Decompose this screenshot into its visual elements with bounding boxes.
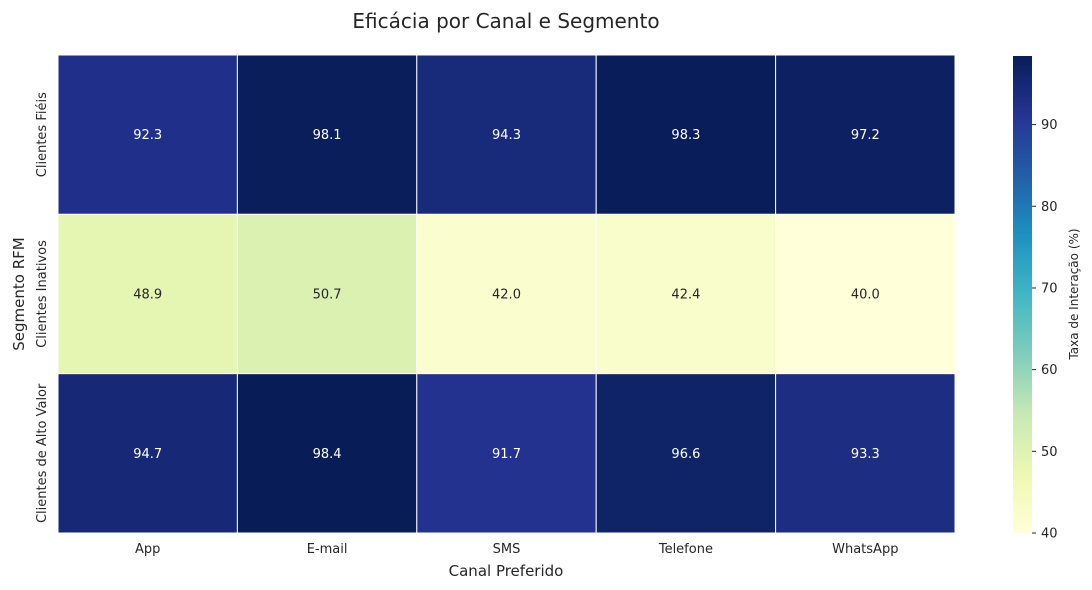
cell-value-label: 50.7	[313, 288, 342, 303]
heatmap-cell	[775, 373, 956, 534]
heatmap-cell	[236, 213, 418, 375]
chart-title: Eficácia por Canal e Segmento	[352, 9, 659, 33]
x-tick-label: App	[135, 542, 160, 557]
y-tick-label: Clientes Fiéis	[35, 92, 50, 177]
x-tick-label: WhatsApp	[832, 542, 898, 557]
heatmap-cell	[416, 213, 597, 375]
cell-value-label: 42.4	[671, 288, 700, 303]
cell-value-label: 96.6	[671, 447, 700, 462]
y-tick-label: Clientes Inativos	[35, 240, 50, 348]
heatmap-cell	[236, 373, 418, 534]
heatmap-cell	[775, 213, 956, 375]
x-axis-label: Canal Preferido	[449, 562, 564, 580]
colorbar-tick-label: 80	[1041, 200, 1058, 215]
cell-value-label: 97.2	[851, 128, 880, 143]
heatmap-cell	[416, 373, 597, 534]
x-tick-labels: App E-mail SMS Telefone WhatsApp	[135, 542, 898, 557]
heatmap-cell	[595, 373, 777, 534]
cell-value-label: 48.9	[133, 288, 162, 303]
colorbar: 40 50 60 70 80 90 Taxa de Interação (%)	[1013, 56, 1081, 542]
cell-value-label: 98.4	[313, 447, 342, 462]
colorbar-tick-label: 40	[1041, 527, 1058, 542]
heatmap-cell	[57, 213, 238, 375]
colorbar-gradient	[1013, 56, 1032, 533]
cell-value-label: 98.3	[671, 128, 700, 143]
x-tick-label: Telefone	[658, 542, 713, 557]
colorbar-tick-label: 70	[1041, 281, 1058, 296]
colorbar-tick-label: 60	[1041, 363, 1058, 378]
x-tick-label: E-mail	[307, 542, 348, 557]
cell-value-label: 42.0	[492, 288, 521, 303]
cell-value-label: 98.1	[313, 128, 342, 143]
heatmap-cell	[416, 54, 597, 215]
heatmap-cell	[236, 54, 418, 215]
y-tick-labels: Clientes Fiéis Clientes Inativos Clientes …	[35, 92, 50, 523]
heatmap-cell	[57, 54, 238, 215]
cell-value-label: 92.3	[133, 128, 162, 143]
cell-value-label: 94.3	[492, 128, 521, 143]
colorbar-tick-label: 50	[1041, 445, 1058, 460]
y-tick-label: Clientes de Alto Valor	[35, 383, 50, 523]
colorbar-ticks: 40 50 60 70 80 90	[1032, 118, 1058, 542]
colorbar-label: Taxa de Interação (%)	[1067, 228, 1081, 360]
cell-value-label: 40.0	[851, 288, 880, 303]
heatmap-cell	[775, 54, 956, 215]
colorbar-tick-label: 90	[1041, 118, 1058, 133]
cell-value-label: 93.3	[851, 447, 880, 462]
cell-value-label: 94.7	[133, 447, 162, 462]
heatmap-cell	[595, 54, 777, 215]
x-tick-label: SMS	[493, 542, 521, 557]
y-axis-label: Segmento RFM	[10, 237, 28, 350]
cell-value-label: 91.7	[492, 447, 521, 462]
heatmap-cells: 92.3 98.1 94.3 98.3 97.2 48.9 50.7 42.0 42.4 40.0…	[57, 54, 956, 534]
